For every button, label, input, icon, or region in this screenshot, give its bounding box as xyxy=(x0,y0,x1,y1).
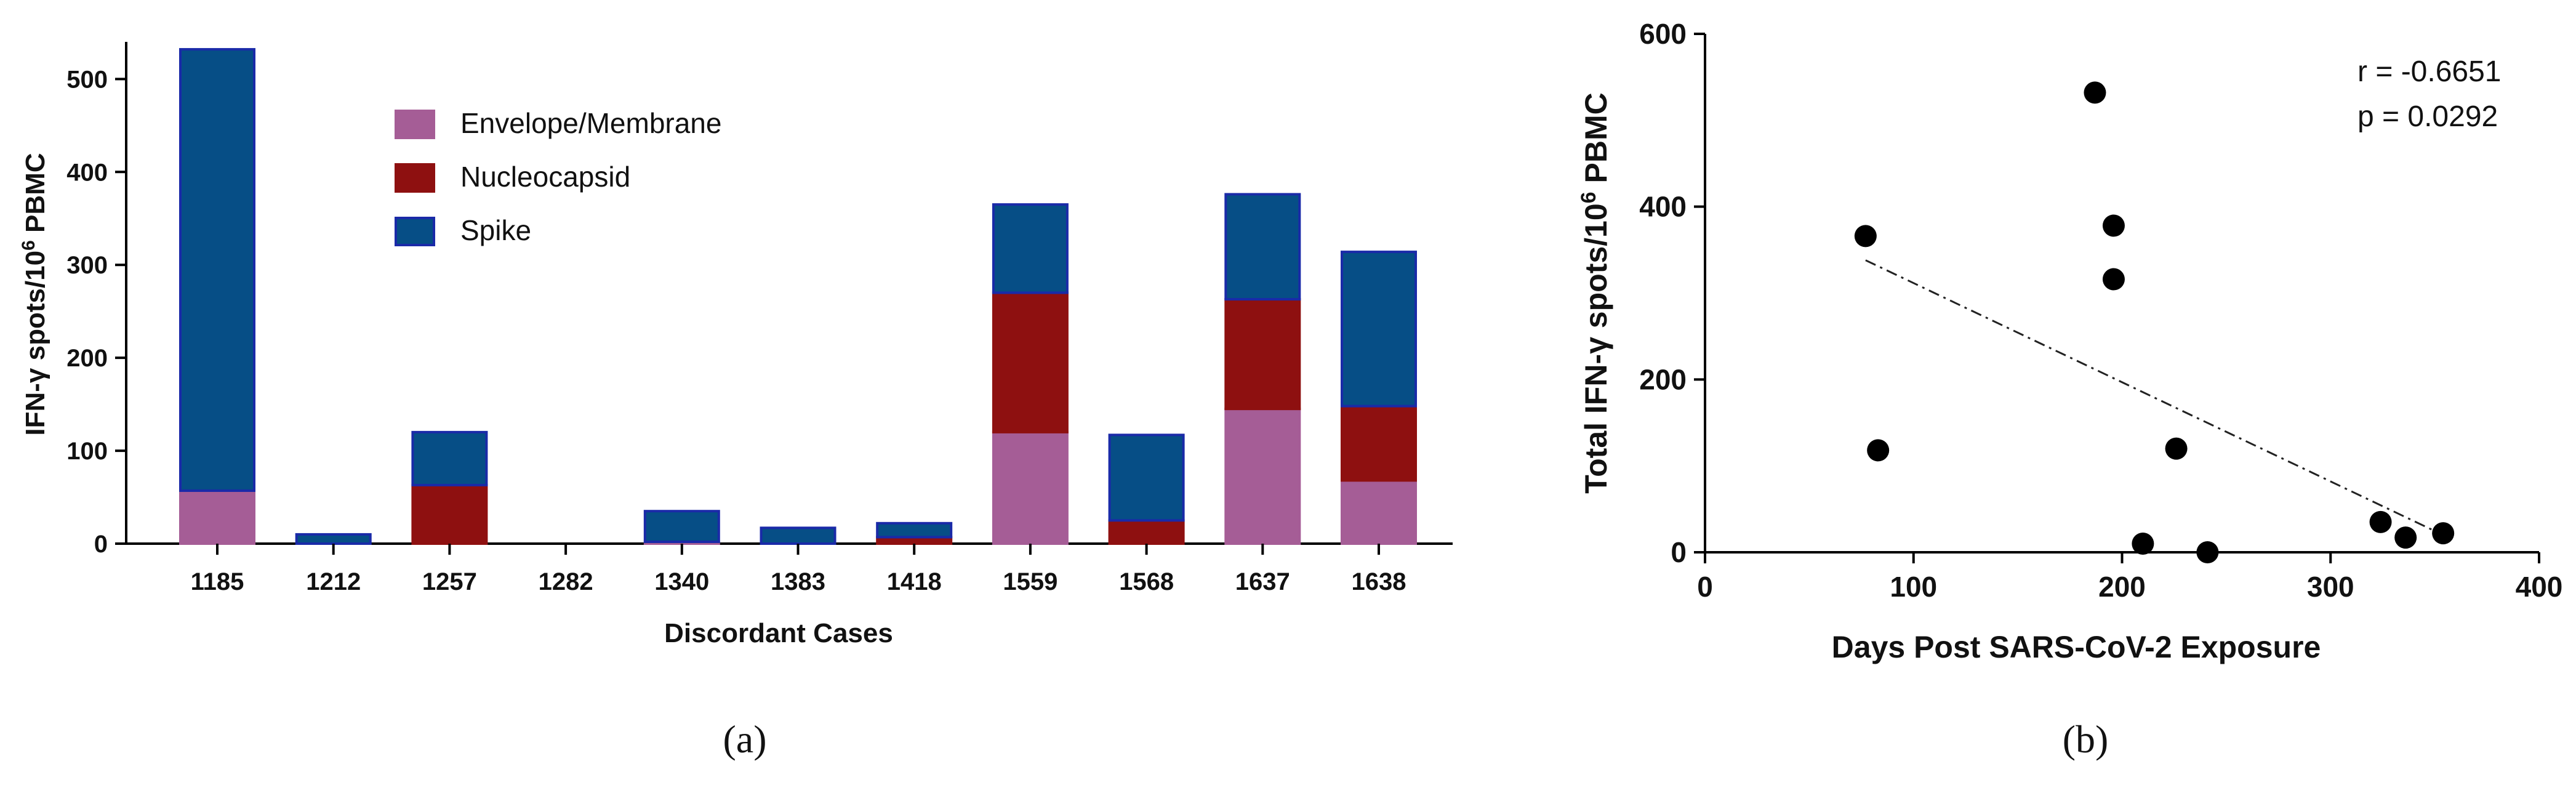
a-x-tick-label: 1638 xyxy=(1352,568,1406,595)
a-x-tick-label: 1340 xyxy=(654,568,709,595)
bar-spike-1257 xyxy=(411,430,488,486)
bar-envelope-membrane-1185 xyxy=(179,489,255,545)
scatter-point-11 xyxy=(2432,522,2455,545)
bar-spike-1383 xyxy=(760,526,837,545)
bar-spike-1637 xyxy=(1224,193,1301,301)
a-x-tick-label: 1559 xyxy=(1003,568,1057,595)
b-x-tick-label: 400 xyxy=(2516,571,2563,603)
legend-label-spike: Spike xyxy=(460,214,531,246)
bar-nucleocapsid-1257 xyxy=(411,483,488,545)
b-y-axis-title: Total IFN-γ spots/106 PBMC xyxy=(1577,92,1613,493)
a-y-tick-label: 400 xyxy=(66,159,108,186)
bar-nucleocapsid-1638 xyxy=(1341,405,1417,482)
a-y-tick-label: 500 xyxy=(66,66,108,93)
a-x-tick-label: 1637 xyxy=(1235,568,1290,595)
panel-label-a: (a) xyxy=(723,717,766,761)
bar-spike-1340 xyxy=(643,510,720,543)
legend-label-nucleocapsid: Nucleocapsid xyxy=(460,161,630,193)
regression-line xyxy=(1865,259,2444,536)
b-y-tick-label: 0 xyxy=(1671,536,1687,568)
bar-nucleocapsid-1637 xyxy=(1224,298,1301,411)
scatter-point-1 xyxy=(1854,225,1877,248)
b-x-tick-label: 200 xyxy=(2098,571,2146,603)
bar-spike-1638 xyxy=(1341,251,1417,408)
b-x-axis-title: Days Post SARS-CoV-2 Exposure xyxy=(1832,630,2321,664)
scatter-point-5 xyxy=(2102,268,2125,291)
scatter-point-3 xyxy=(2084,81,2106,104)
b-x-tick-label: 100 xyxy=(1890,571,1937,603)
bar-spike-1212 xyxy=(295,533,372,545)
a-x-tick-label: 1257 xyxy=(422,568,477,595)
bar-envelope-membrane-1637 xyxy=(1224,408,1301,545)
bar-envelope-membrane-1638 xyxy=(1341,479,1417,545)
legend-label-envelope-membrane: Envelope/Membrane xyxy=(460,107,721,139)
a-x-axis-title: Discordant Cases xyxy=(664,618,893,648)
panel-label-b: (b) xyxy=(2063,717,2109,761)
bar-nucleocapsid-1568 xyxy=(1108,519,1185,545)
b-x-tick-label: 0 xyxy=(1697,571,1713,603)
bar-spike-1185 xyxy=(179,48,255,492)
b-y-tick-label: 600 xyxy=(1639,18,1687,50)
a-x-tick-label: 1212 xyxy=(306,568,361,595)
a-y-tick-label: 200 xyxy=(66,345,108,372)
annotation-p-value: p = 0.0292 xyxy=(2357,100,2498,133)
a-y-tick-label: 0 xyxy=(94,531,108,558)
scatter-point-2 xyxy=(1867,439,1890,462)
a-y-tick-label: 300 xyxy=(66,252,108,279)
scatter-point-4 xyxy=(2102,214,2125,237)
scatter-point-10 xyxy=(2394,526,2417,549)
scatter-point-6 xyxy=(2132,532,2154,555)
b-x-ticks: 0 100 200 300 400 xyxy=(1697,552,2562,603)
a-x-tick-label: 1418 xyxy=(887,568,942,595)
scatter-point-9 xyxy=(2369,510,2392,533)
legend-swatch-spike xyxy=(395,217,435,246)
a-x-tick-label: 1185 xyxy=(191,568,244,595)
b-y-ticks: 0 200 400 600 xyxy=(1639,18,1705,568)
bar-spike-1568 xyxy=(1108,433,1185,522)
scatter-chart-panel-b: 0 200 400 600 0 100 200 300 400 Days Post SARS-… xyxy=(1577,18,2562,761)
legend-swatch-envelope-membrane xyxy=(395,110,435,139)
scatter-point-8 xyxy=(2196,541,2219,563)
a-y-axis-title: IFN-γ spots/106 PBMC xyxy=(18,153,50,435)
annotation-r-value: r = -0.6651 xyxy=(2357,55,2501,88)
bar-spike-1559 xyxy=(992,203,1069,294)
b-points xyxy=(1854,81,2455,563)
scatter-point-7 xyxy=(2165,437,2188,460)
a-x-tick-label: 1568 xyxy=(1119,568,1174,595)
a-x-ticks: 1185 1212 1257 1282 1340 1383 1418 1559 1568 1637… xyxy=(191,544,1406,595)
bar-envelope-membrane-1559 xyxy=(992,430,1069,545)
bar-chart-panel-a: 0 100 200 300 400 500 1185 1212 1257 1282 1340 138… xyxy=(18,42,1453,761)
a-legend: Envelope/Membrane Nucleocapsid Spike xyxy=(395,107,721,246)
a-x-tick-label: 1282 xyxy=(539,568,593,595)
a-x-tick-label: 1383 xyxy=(771,568,825,595)
legend-swatch-nucleocapsid xyxy=(395,163,435,193)
bar-spike-1418 xyxy=(876,521,953,539)
b-x-tick-label: 300 xyxy=(2307,571,2354,603)
a-y-ticks: 0 100 200 300 400 500 xyxy=(66,66,126,558)
b-y-tick-label: 400 xyxy=(1639,191,1687,223)
bar-nucleocapsid-1559 xyxy=(992,291,1069,433)
a-bars xyxy=(179,48,1417,545)
b-y-tick-label: 200 xyxy=(1639,363,1687,395)
a-y-tick-label: 100 xyxy=(66,438,108,465)
